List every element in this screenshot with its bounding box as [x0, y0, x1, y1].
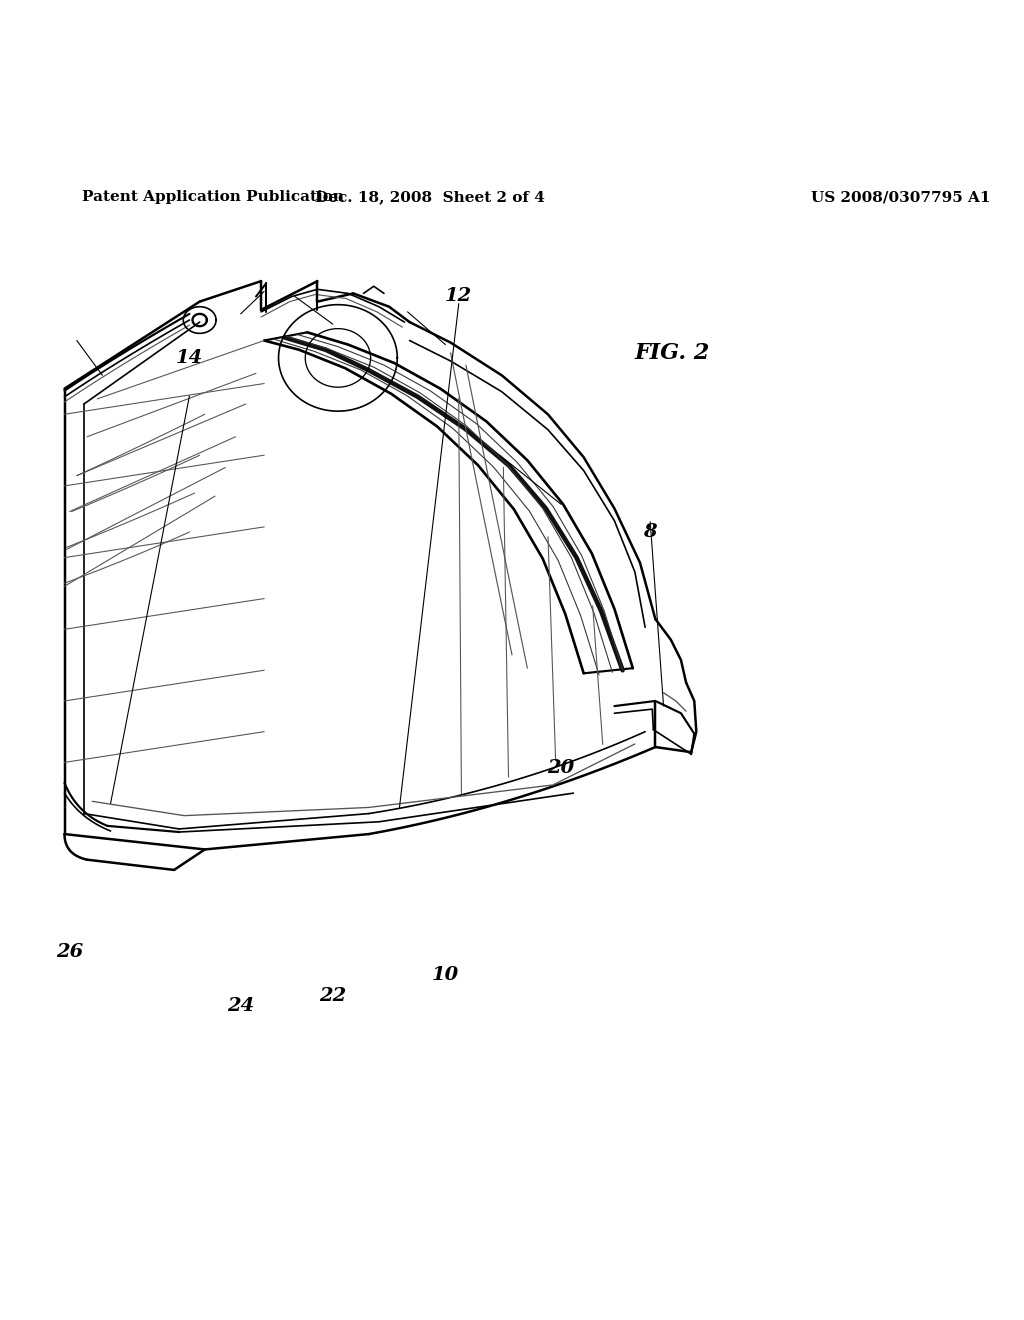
Text: US 2008/0307795 A1: US 2008/0307795 A1	[811, 190, 991, 205]
Text: 26: 26	[56, 942, 83, 961]
Text: 12: 12	[445, 288, 472, 305]
Text: Dec. 18, 2008  Sheet 2 of 4: Dec. 18, 2008 Sheet 2 of 4	[315, 190, 545, 205]
Text: FIG. 2: FIG. 2	[635, 342, 711, 364]
Text: 14: 14	[176, 348, 203, 367]
Text: 8: 8	[643, 523, 657, 541]
Text: 20: 20	[548, 759, 574, 776]
Text: 10: 10	[432, 966, 459, 985]
Text: 22: 22	[319, 987, 346, 1005]
Text: Patent Application Publication: Patent Application Publication	[82, 190, 344, 205]
Text: 24: 24	[227, 997, 254, 1015]
